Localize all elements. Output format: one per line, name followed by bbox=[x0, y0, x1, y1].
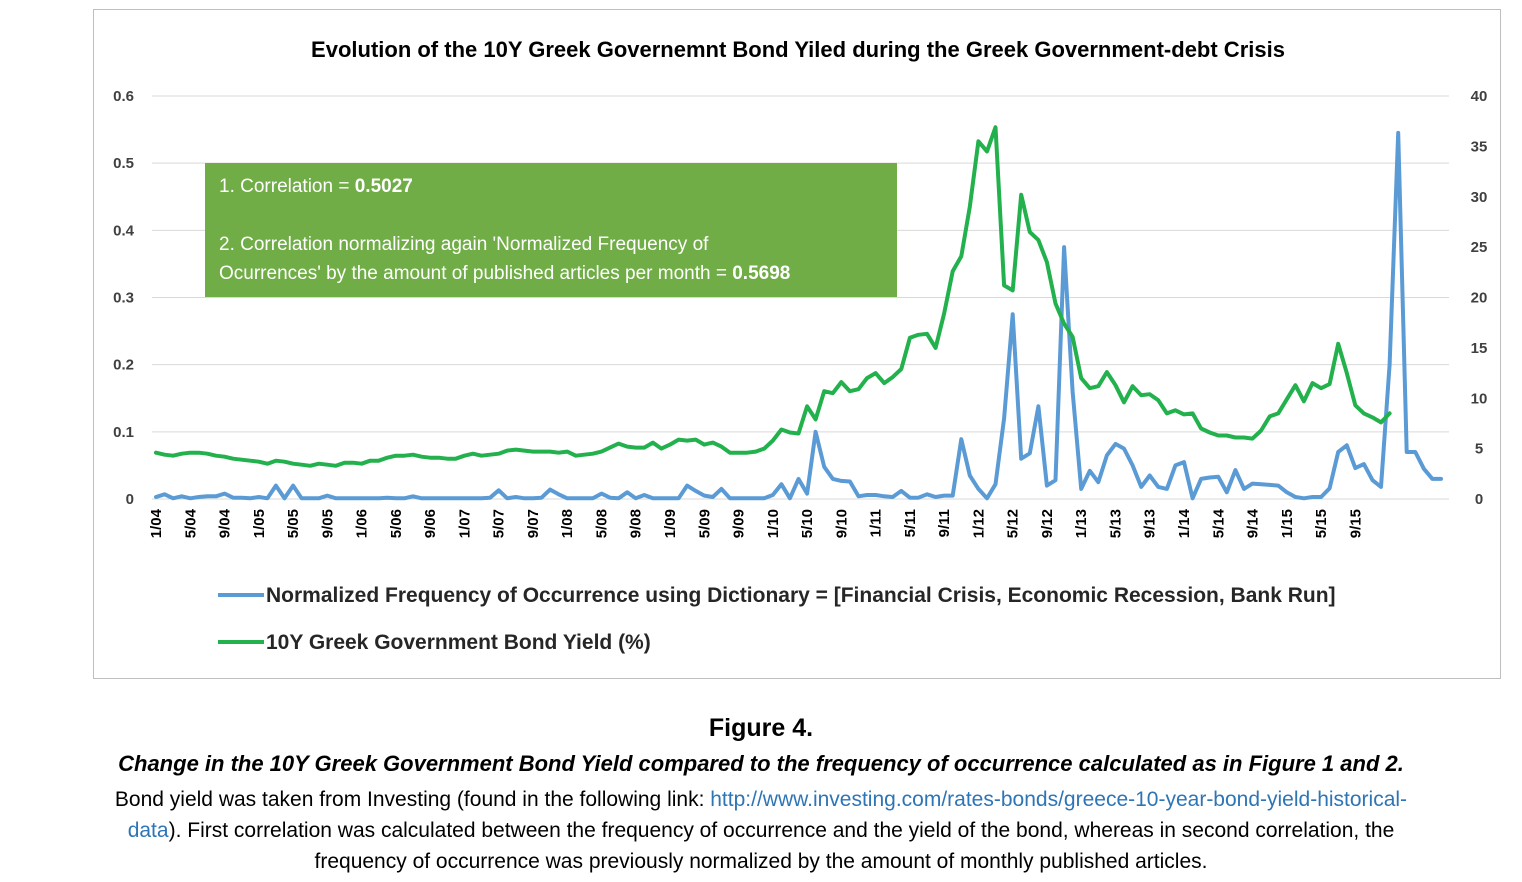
x-tick-label: 1/09 bbox=[662, 509, 679, 538]
correlation-box: 1. Correlation = 0.5027 2. Correlation n… bbox=[205, 163, 897, 297]
caption-text-3: frequency of occurrence was previously n… bbox=[314, 850, 1208, 873]
x-tick-label: 5/05 bbox=[285, 509, 302, 538]
source-link[interactable]: http://www.investing.com/rates-bonds/gre… bbox=[710, 788, 1408, 811]
x-axis-ticks: 1/04 5/04 9/04 1/05 5/05 9/05 1/06 5/06 9/06 1/07… bbox=[148, 508, 1364, 538]
x-tick-label: 5/07 bbox=[491, 509, 508, 538]
right-tick-label: 40 bbox=[1471, 88, 1488, 105]
x-tick-label: 1/11 bbox=[868, 509, 885, 537]
legend: Normalized Frequency of Occurrence using… bbox=[218, 584, 1336, 654]
x-tick-label: 1/07 bbox=[456, 509, 473, 538]
x-tick-label: 9/06 bbox=[422, 509, 439, 538]
x-tick-label: 5/09 bbox=[696, 509, 713, 538]
x-tick-label: 9/12 bbox=[1039, 509, 1056, 538]
chart-frame: Evolution of the 10Y Greek Governemnt Bo… bbox=[93, 9, 1501, 679]
x-tick-label: 9/04 bbox=[217, 508, 234, 538]
x-tick-label: 9/07 bbox=[525, 509, 542, 538]
legend-label-frequency: Normalized Frequency of Occurrence using… bbox=[266, 584, 1336, 607]
x-tick-label: 1/13 bbox=[1073, 509, 1090, 538]
right-tick-label: 25 bbox=[1471, 239, 1488, 256]
x-tick-label: 1/14 bbox=[1176, 508, 1193, 538]
x-tick-label: 9/11 bbox=[936, 509, 953, 537]
correlation-box-background bbox=[205, 163, 897, 297]
correlation-1: 1. Correlation = 0.5027 bbox=[219, 176, 413, 197]
right-tick-label: 30 bbox=[1471, 189, 1488, 206]
left-tick-label: 0.3 bbox=[113, 290, 134, 307]
x-tick-label: 5/10 bbox=[799, 509, 816, 538]
x-tick-label: 5/12 bbox=[1005, 509, 1022, 538]
x-tick-label: 1/10 bbox=[765, 509, 782, 538]
right-tick-label: 15 bbox=[1471, 340, 1488, 357]
x-tick-label: 5/13 bbox=[1107, 509, 1124, 538]
x-tick-label: 9/09 bbox=[731, 509, 748, 538]
correlation-2-line-1: 2. Correlation normalizing again 'Normal… bbox=[219, 234, 709, 255]
figure-description: Bond yield was taken from Investing (fou… bbox=[0, 784, 1522, 877]
figure-label: Figure 4. bbox=[708, 714, 814, 742]
left-tick-label: 0.5 bbox=[113, 155, 134, 172]
right-tick-label: 0 bbox=[1475, 491, 1483, 508]
x-tick-label: 9/10 bbox=[833, 509, 850, 538]
correlation-2-line-2: Ocurrences' by the amount of published a… bbox=[219, 263, 790, 284]
series-lines bbox=[154, 125, 1443, 501]
x-tick-label: 1/15 bbox=[1279, 509, 1296, 538]
left-tick-label: 0 bbox=[126, 491, 134, 508]
caption-text-2: ). First correlation was calculated betw… bbox=[168, 819, 1395, 842]
figure-subtitle: Change in the 10Y Greek Government Bond … bbox=[118, 751, 1404, 776]
x-tick-label: 1/04 bbox=[148, 508, 165, 538]
x-tick-label: 5/14 bbox=[1210, 508, 1227, 538]
caption-text-1: Bond yield was taken from Investing (fou… bbox=[114, 788, 711, 811]
right-tick-label: 10 bbox=[1471, 390, 1488, 407]
left-tick-label: 0.6 bbox=[113, 88, 134, 105]
legend-label-yield: 10Y Greek Government Bond Yield (%) bbox=[266, 631, 651, 654]
right-tick-label: 5 bbox=[1475, 441, 1483, 458]
x-tick-label: 5/11 bbox=[902, 509, 919, 537]
left-tick-label: 0.2 bbox=[113, 357, 134, 374]
series-line-yield bbox=[154, 125, 1392, 468]
chart-canvas: Evolution of the 10Y Greek Governemnt Bo… bbox=[113, 37, 1488, 654]
series-line-frequency bbox=[154, 130, 1443, 501]
right-axis-ticks: 0 5 10 15 20 25 30 35 40 bbox=[1471, 88, 1488, 508]
x-tick-label: 9/13 bbox=[1142, 509, 1159, 538]
left-axis-ticks: 0 0.1 0.2 0.3 0.4 0.5 0.6 bbox=[113, 88, 135, 508]
x-tick-label: 5/15 bbox=[1313, 509, 1330, 538]
x-tick-label: 9/08 bbox=[628, 509, 645, 538]
x-tick-label: 5/08 bbox=[593, 509, 610, 538]
x-tick-label: 5/06 bbox=[388, 509, 405, 538]
x-tick-label: 5/04 bbox=[182, 508, 199, 538]
right-tick-label: 20 bbox=[1471, 290, 1488, 307]
x-tick-label: 1/12 bbox=[970, 509, 987, 538]
x-tick-label: 9/05 bbox=[319, 509, 336, 538]
right-tick-label: 35 bbox=[1471, 138, 1488, 155]
x-tick-label: 1/08 bbox=[559, 509, 576, 538]
x-tick-label: 9/14 bbox=[1245, 508, 1262, 538]
x-tick-label: 9/15 bbox=[1347, 509, 1364, 538]
left-tick-label: 0.1 bbox=[113, 424, 134, 441]
chart-title: Evolution of the 10Y Greek Governemnt Bo… bbox=[311, 37, 1285, 62]
x-tick-label: 1/05 bbox=[251, 509, 268, 538]
x-tick-label: 1/06 bbox=[354, 509, 371, 538]
left-tick-label: 0.4 bbox=[113, 222, 135, 239]
source-link-continued[interactable]: data bbox=[127, 819, 169, 842]
